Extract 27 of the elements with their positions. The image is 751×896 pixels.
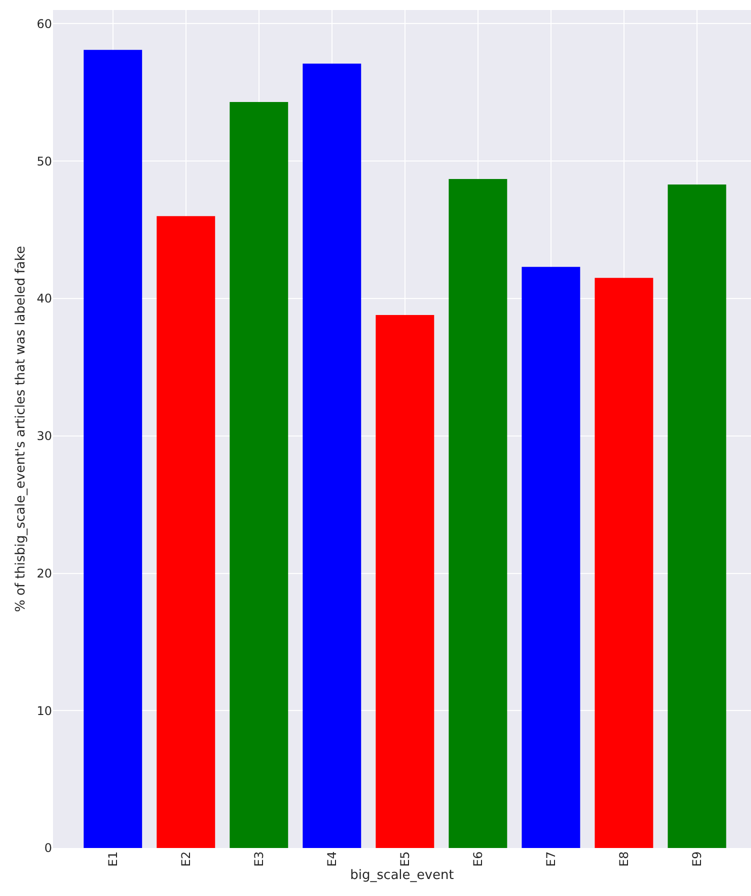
x-axis-title: big_scale_event: [350, 868, 454, 884]
x-tick-label: E7: [544, 851, 558, 867]
bar: [668, 184, 726, 848]
x-tick-label: E5: [398, 851, 412, 867]
x-tick-label: E2: [178, 851, 193, 867]
x-tick-label: E4: [324, 851, 339, 867]
bar: [230, 102, 288, 848]
y-tick-label: 0: [44, 841, 52, 856]
y-tick-label: 20: [36, 566, 52, 580]
y-tick-label: 40: [36, 292, 52, 306]
x-tick-label: E1: [106, 851, 120, 867]
y-tick-label: 60: [36, 16, 52, 31]
x-tick-label: E9: [690, 851, 704, 867]
y-tick-label: 10: [36, 704, 52, 718]
y-tick-label: 30: [36, 429, 52, 444]
bar: [84, 50, 142, 848]
bar: [522, 266, 580, 848]
bar: [302, 64, 362, 848]
x-tick-label: E6: [470, 851, 485, 867]
y-axis-title: % of thisbig_scale_event's articles that was labeled fake: [14, 246, 29, 612]
y-tick-label: 50: [36, 154, 52, 168]
bar: [448, 178, 508, 848]
bar: [156, 216, 216, 848]
x-tick-label: E3: [252, 851, 266, 867]
bar: [594, 278, 654, 848]
bar: [376, 314, 434, 848]
x-tick-label: E8: [616, 851, 631, 867]
